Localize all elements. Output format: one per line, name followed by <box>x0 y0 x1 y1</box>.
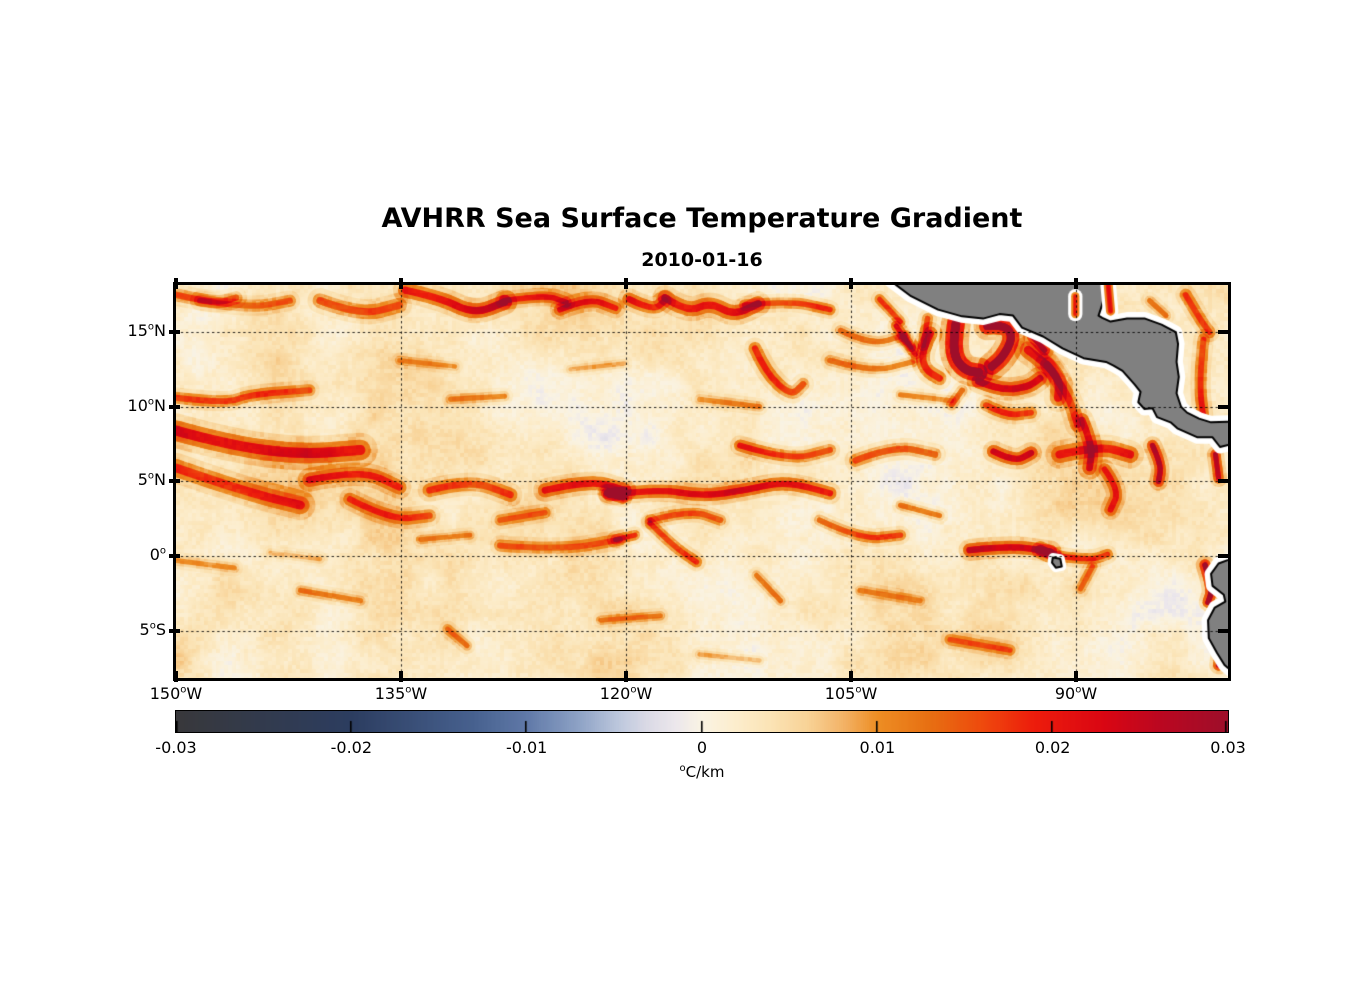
axis-tick-mark <box>174 278 178 289</box>
colorbar-gradient <box>176 711 1228 732</box>
colorbar-tick-label: -0.02 <box>330 738 373 757</box>
x-tick-label: 150oW <box>149 684 203 703</box>
axis-tick-mark <box>624 671 629 682</box>
axis-tick-mark <box>1074 671 1079 682</box>
colorbar-unit-label: oC/km <box>602 763 802 781</box>
axis-tick-mark <box>399 278 403 289</box>
axis-tick-mark <box>1218 554 1229 558</box>
axis-tick-mark <box>1074 278 1079 289</box>
axis-tick-mark <box>1218 330 1229 335</box>
axis-tick-mark <box>174 671 178 682</box>
y-tick-label: 5oS <box>139 619 166 639</box>
x-tick-label: 90oW <box>1054 684 1098 703</box>
y-tick-label: 15oN <box>127 321 166 341</box>
axis-tick-mark <box>1218 628 1229 633</box>
x-tick-label: 135oW <box>374 684 428 703</box>
axis-tick-mark <box>169 330 180 335</box>
chart-title: AVHRR Sea Surface Temperature Gradient <box>381 203 1023 234</box>
axis-tick-mark <box>169 404 180 409</box>
colorbar-tick-label: 0.02 <box>1034 738 1071 757</box>
axis-tick-mark <box>624 278 629 289</box>
map-plot-area <box>173 282 1231 681</box>
colorbar-tick-label: -0.03 <box>155 738 197 757</box>
colorbar-tick-label: 0 <box>696 738 708 757</box>
x-tick-label: 105oW <box>824 684 878 703</box>
x-tick-label: 120oW <box>599 684 653 703</box>
axis-tick-mark <box>1218 479 1229 484</box>
axis-tick-mark <box>169 628 180 633</box>
axis-tick-mark <box>399 671 403 682</box>
y-tick-label: 0o <box>149 545 166 564</box>
sst-gradient-heatmap <box>176 285 1228 678</box>
unit-text: C/km <box>685 763 725 781</box>
axis-tick-mark <box>849 671 854 682</box>
axis-tick-mark <box>1218 404 1229 409</box>
y-tick-label: 10oN <box>127 395 166 415</box>
degree-symbol: o <box>679 763 686 774</box>
chart-date-subtitle: 2010-01-16 <box>641 249 763 271</box>
axis-tick-mark <box>169 479 180 484</box>
colorbar-tick-label: 0.03 <box>1210 738 1246 757</box>
axis-tick-mark <box>849 278 854 289</box>
y-tick-label: 5oN <box>137 470 166 490</box>
colorbar <box>175 710 1229 733</box>
colorbar-tick-label: -0.01 <box>505 738 548 757</box>
axis-tick-mark <box>169 554 180 558</box>
colorbar-tick-label: 0.01 <box>859 738 896 757</box>
